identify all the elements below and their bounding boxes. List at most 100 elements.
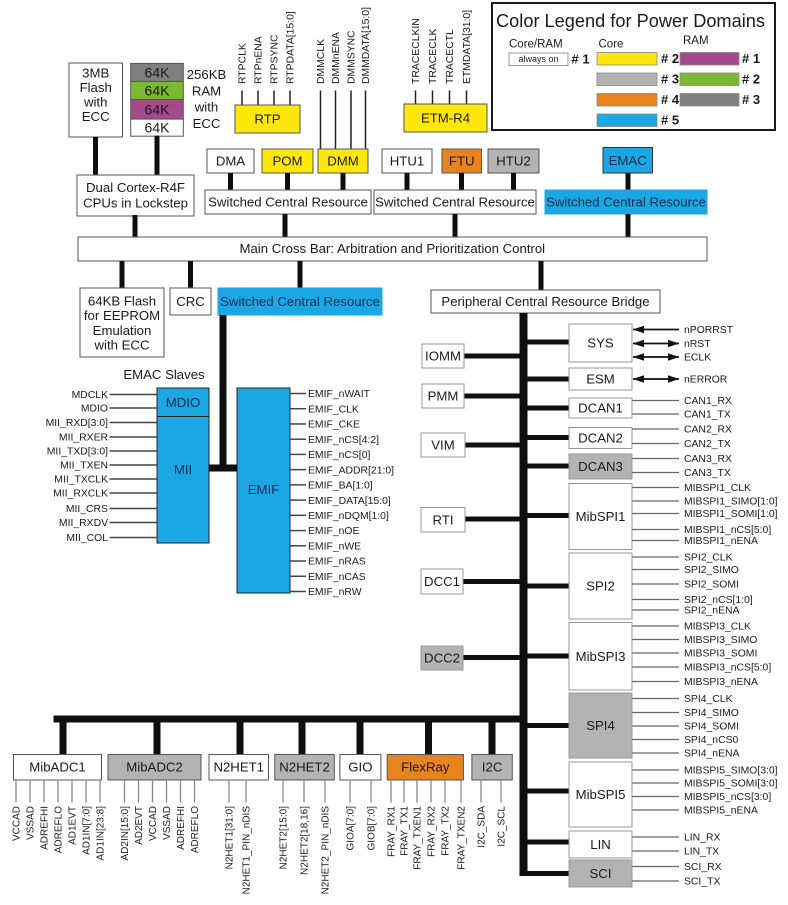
svg-text:GIO: GIO [348,760,372,775]
svg-text:GIOB[7:0]: GIOB[7:0] [367,806,378,851]
svg-text:SPI2_nCS[1:0]: SPI2_nCS[1:0] [684,595,753,606]
svg-text:MIBSPI5_nENA: MIBSPI5_nENA [684,806,758,817]
svg-text:MDIO: MDIO [81,404,108,415]
svg-text:RAM: RAM [192,83,221,98]
svg-text:RTPnENA: RTPnENA [254,36,265,84]
svg-text:with: with [194,100,218,115]
svg-text:MIBSPI3_SOMI: MIBSPI3_SOMI [684,649,757,660]
svg-text:Flash: Flash [80,80,112,95]
svg-text:AD2EVT: AD2EVT [134,806,145,845]
svg-text:CRC: CRC [176,294,205,309]
svg-text:TRACECTL: TRACECTL [445,29,456,84]
svg-text:TRACECLKIN: TRACECLKIN [411,18,422,84]
svg-text:# 1: # 1 [742,51,760,66]
svg-text:SPI4_SOMI: SPI4_SOMI [684,722,739,733]
svg-text:VSSAD: VSSAD [162,806,173,840]
svg-text:MibADC2: MibADC2 [126,760,182,775]
svg-text:ADREFLO: ADREFLO [54,806,65,853]
svg-text:MII_RXD[3:0]: MII_RXD[3:0] [46,418,108,429]
svg-text:DCAN3: DCAN3 [578,459,623,474]
svg-text:SCI_TX: SCI_TX [684,877,720,888]
svg-text:EMIF: EMIF [248,482,280,497]
svg-text:N2HET1[31:0]: N2HET1[31:0] [225,806,236,870]
svg-text:MDIO: MDIO [166,395,200,410]
svg-text:N2HET1_PIN_nDIS: N2HET1_PIN_nDIS [242,806,253,895]
svg-text:EMIF_nOE: EMIF_nOE [308,526,359,537]
svg-text:CAN1_TX: CAN1_TX [684,410,731,421]
svg-text:SCI: SCI [590,866,612,881]
svg-text:ETMDATA[31:0]: ETMDATA[31:0] [462,10,473,84]
svg-text:I2C_SDA: I2C_SDA [477,806,488,848]
svg-text:DCAN2: DCAN2 [578,431,623,446]
svg-text:MII_COL: MII_COL [66,533,108,544]
svg-text:FRAY_RX2: FRAY_RX2 [427,806,438,857]
svg-text:EMIF_CLK: EMIF_CLK [308,404,359,415]
svg-text:MIBSPI1_nCS[5:0]: MIBSPI1_nCS[5:0] [684,525,771,536]
svg-text:SPI2_SIMO: SPI2_SIMO [684,565,739,576]
svg-text:MIBSPI3_nENA: MIBSPI3_nENA [684,677,758,688]
svg-text:EMIF_ADDR[21:0]: EMIF_ADDR[21:0] [308,465,394,476]
svg-text:N2HET2_PIN_nDIS: N2HET2_PIN_nDIS [321,806,332,895]
svg-text:Peripheral Central Resource Br: Peripheral Central Resource Bridge [441,294,649,309]
svg-text:DMMDATA[15:0]: DMMDATA[15:0] [361,7,372,84]
svg-text:ECLK: ECLK [684,353,711,364]
svg-text:Core: Core [599,38,624,50]
svg-text:MibSPI3: MibSPI3 [576,649,626,664]
svg-text:MIBSPI1_nENA: MIBSPI1_nENA [684,536,758,547]
svg-text:FlexRay: FlexRay [401,760,450,775]
svg-text:EMIF_nCS[0]: EMIF_nCS[0] [308,450,370,461]
svg-text:CAN2_RX: CAN2_RX [684,425,732,436]
svg-text:FRAY_TXEN2: FRAY_TXEN2 [457,806,468,870]
svg-text:FTU: FTU [449,154,475,169]
svg-text:MibSPI5: MibSPI5 [576,787,626,802]
svg-text:LIN: LIN [590,837,611,852]
svg-text:ADREFHI: ADREFHI [40,806,51,850]
svg-text:AD1IN[7:0]: AD1IN[7:0] [82,806,93,855]
svg-text:SPI4_CLK: SPI4_CLK [684,694,733,705]
svg-text:SPI2_SOMI: SPI2_SOMI [684,580,739,591]
svg-text:EMIF_nRW: EMIF_nRW [308,587,362,598]
svg-text:I2C: I2C [482,760,503,775]
svg-text:# 2: # 2 [742,72,760,87]
svg-text:EMIF_nDQM[1:0]: EMIF_nDQM[1:0] [308,511,389,522]
svg-text:MIBSPI3_SIMO: MIBSPI3_SIMO [684,635,757,646]
svg-text:MII_RXER: MII_RXER [59,433,109,444]
svg-text:EMIF_CKE: EMIF_CKE [308,420,360,431]
svg-text:# 3: # 3 [661,72,679,87]
svg-text:EMIF_DATA[15:0]: EMIF_DATA[15:0] [308,496,391,507]
svg-text:# 3: # 3 [742,92,760,107]
svg-text:SPI2: SPI2 [586,579,615,594]
svg-text:EMAC: EMAC [609,153,648,168]
svg-text:PMM: PMM [428,389,459,404]
svg-text:GIOA[7:0]: GIOA[7:0] [346,806,357,851]
svg-text:Switched Central Resource: Switched Central Resource [546,195,706,210]
svg-text:DMMCLK: DMMCLK [316,39,327,84]
svg-text:EMIF_nRAS: EMIF_nRAS [308,557,366,568]
svg-text:nERROR: nERROR [684,375,728,386]
svg-text:FRAY_RX1: FRAY_RX1 [387,806,398,857]
svg-text:FRAY_TXEN1: FRAY_TXEN1 [413,806,424,870]
svg-text:with: with [83,94,107,109]
svg-text:HTU2: HTU2 [496,154,530,169]
svg-text:EMIF_nWE: EMIF_nWE [308,541,361,552]
svg-text:AD1EVT: AD1EVT [68,806,79,845]
svg-text:ADREFLO: ADREFLO [190,806,201,853]
svg-text:ESM: ESM [586,372,615,387]
svg-text:Switched Central Resource: Switched Central Resource [375,195,535,210]
svg-text:I2C_SCL: I2C_SCL [497,806,508,847]
svg-text:always on: always on [518,54,558,64]
svg-text:SPI4_nENA: SPI4_nENA [684,749,740,760]
svg-text:# 5: # 5 [661,113,679,128]
svg-text:SPI2_CLK: SPI2_CLK [684,553,733,564]
svg-text:CAN3_RX: CAN3_RX [684,454,732,465]
svg-text:EMAC Slaves: EMAC Slaves [123,367,205,382]
svg-text:RTPSYNC: RTPSYNC [270,34,281,84]
svg-text:MIBSPI5_nCS[3:0]: MIBSPI5_nCS[3:0] [684,792,771,803]
svg-text:nRST: nRST [684,339,711,350]
svg-text:with ECC: with ECC [94,337,150,352]
svg-text:DCAN1: DCAN1 [578,401,623,416]
svg-text:Switched Central Resource: Switched Central Resource [220,294,380,309]
svg-text:MII_CRS: MII_CRS [66,504,108,515]
svg-text:RTP: RTP [254,112,280,127]
svg-text:LIN_RX: LIN_RX [684,833,720,844]
